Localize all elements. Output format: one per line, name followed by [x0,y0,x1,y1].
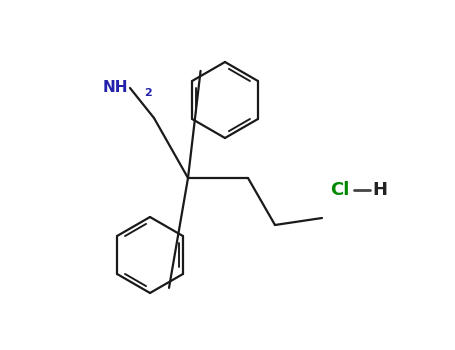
Text: NH: NH [102,80,128,96]
Text: H: H [372,181,387,199]
Text: Cl: Cl [330,181,349,199]
Text: 2: 2 [144,88,152,98]
